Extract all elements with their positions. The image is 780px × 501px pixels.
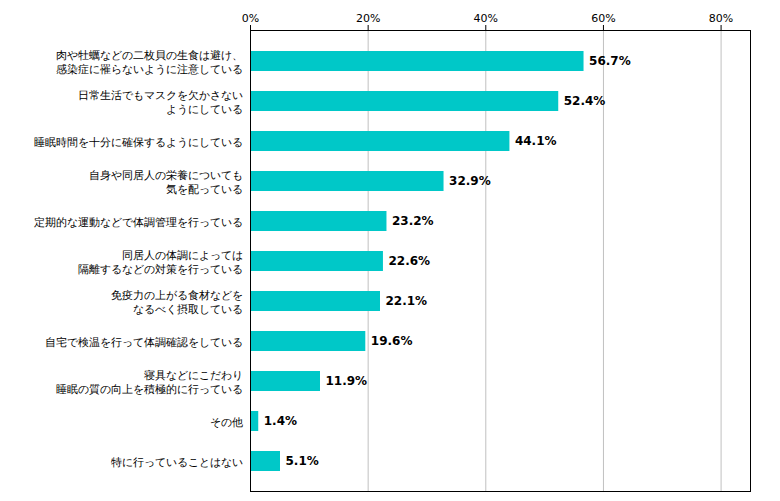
svg-text:11.9%: 11.9%: [326, 374, 368, 388]
svg-text:免疫力の上がる食材などをなるべく摂取している: 免疫力の上がる食材などをなるべく摂取している: [111, 289, 243, 316]
svg-text:60%: 60%: [591, 12, 615, 25]
svg-text:肉や牡蠣などの二枚貝の生食は避け、感染症に罹らないように注意: 肉や牡蠣などの二枚貝の生食は避け、感染症に罹らないように注意している: [56, 49, 243, 76]
svg-text:睡眠時間を十分に確保するようにしている: 睡眠時間を十分に確保するようにしている: [34, 136, 243, 149]
svg-text:22.1%: 22.1%: [386, 294, 428, 308]
svg-text:40%: 40%: [474, 12, 498, 25]
svg-text:自身や同居人の栄養についても気を配っている: 自身や同居人の栄養についても気を配っている: [89, 169, 243, 196]
svg-text:44.1%: 44.1%: [515, 134, 557, 148]
svg-text:52.4%: 52.4%: [564, 94, 606, 108]
svg-text:自宅で検温を行って体調確認をしている: 自宅で検温を行って体調確認をしている: [45, 336, 243, 349]
svg-text:日常生活でもマスクを欠かさないようにしている: 日常生活でもマスクを欠かさないようにしている: [78, 89, 243, 116]
svg-text:1.4%: 1.4%: [264, 414, 297, 428]
svg-text:22.6%: 22.6%: [388, 254, 430, 268]
svg-text:特に行っていることはない: 特に行っていることはない: [111, 456, 243, 469]
svg-text:80%: 80%: [709, 12, 733, 25]
svg-text:その他: その他: [210, 416, 243, 429]
svg-text:定期的な運動などで体調管理を行っている: 定期的な運動などで体調管理を行っている: [34, 216, 243, 229]
svg-text:同居人の体調によっては隔離するなどの対策を行っている: 同居人の体調によっては隔離するなどの対策を行っている: [78, 249, 243, 276]
svg-text:0%: 0%: [242, 12, 259, 25]
svg-text:23.2%: 23.2%: [392, 214, 434, 228]
svg-text:20%: 20%: [356, 12, 380, 25]
svg-text:19.6%: 19.6%: [371, 334, 413, 348]
svg-text:5.1%: 5.1%: [286, 454, 319, 468]
svg-text:寝具などにこだわり睡眠の質の向上を積極的に行っている: 寝具などにこだわり睡眠の質の向上を積極的に行っている: [56, 369, 243, 396]
svg-text:32.9%: 32.9%: [449, 174, 491, 188]
svg-text:56.7%: 56.7%: [589, 54, 631, 68]
